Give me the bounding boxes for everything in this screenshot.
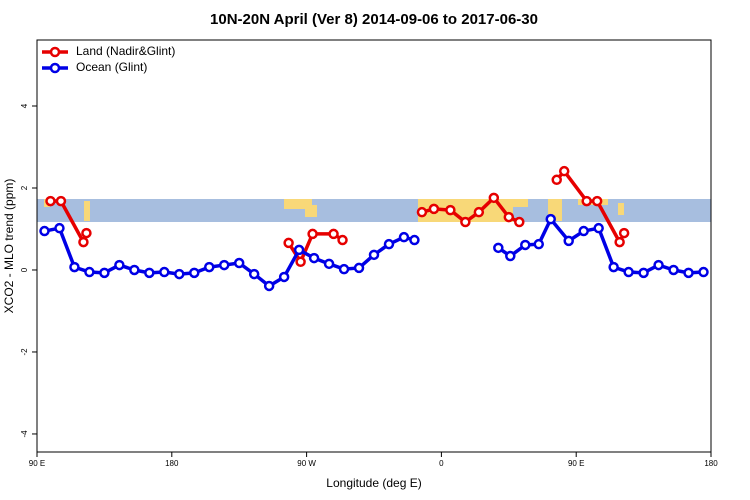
data-point xyxy=(683,267,694,279)
legend-label: Ocean (Glint) xyxy=(76,60,147,74)
y-tick-label: 4 xyxy=(20,103,29,108)
data-point xyxy=(45,195,56,207)
y-tick-label: -4 xyxy=(20,430,29,438)
data-point xyxy=(698,266,709,278)
legend-marker xyxy=(49,46,61,58)
x-tick-label: 90 E xyxy=(29,459,45,468)
land-patch xyxy=(513,199,528,207)
data-point xyxy=(129,264,140,276)
data-point xyxy=(69,261,80,273)
land-patch xyxy=(618,203,624,215)
data-point xyxy=(307,228,318,240)
data-point xyxy=(84,266,95,278)
data-point xyxy=(503,211,515,223)
data-point xyxy=(78,236,89,248)
land-patch xyxy=(418,199,513,222)
x-tick-label: 0 xyxy=(439,459,444,468)
data-point xyxy=(337,234,348,246)
data-point xyxy=(551,174,562,186)
legend-label: Land (Nadir&Glint) xyxy=(76,44,175,58)
data-point xyxy=(653,259,664,271)
x-tick-label: 90 W xyxy=(297,459,316,468)
chart-title: 10N-20N April (Ver 8) 2014-09-06 to 2017… xyxy=(210,11,538,28)
data-point xyxy=(416,206,428,218)
data-point xyxy=(99,267,110,279)
data-point xyxy=(638,267,649,279)
data-point xyxy=(174,268,185,280)
data-point xyxy=(278,271,290,283)
data-point xyxy=(338,263,350,275)
data-point xyxy=(409,234,420,246)
data-point xyxy=(618,227,630,239)
data-point xyxy=(558,165,570,177)
data-point xyxy=(545,213,556,225)
data-point xyxy=(563,235,574,247)
data-point xyxy=(398,231,410,243)
y-axis-label: XCO2 - MLO trend (ppm) xyxy=(2,179,16,314)
data-point xyxy=(283,237,294,249)
data-point xyxy=(514,216,525,228)
y-tick-label: 2 xyxy=(20,185,29,190)
data-point xyxy=(54,222,65,234)
data-point xyxy=(218,259,230,271)
data-point xyxy=(308,252,320,264)
land-patch xyxy=(305,205,317,217)
data-point xyxy=(293,244,305,256)
legend-marker xyxy=(49,62,61,74)
map-band xyxy=(37,199,711,222)
data-point xyxy=(614,236,625,248)
data-point xyxy=(591,195,603,207)
ocean-band xyxy=(37,199,711,222)
data-point xyxy=(383,238,395,250)
plot-frame xyxy=(36,39,712,453)
data-point xyxy=(114,259,125,271)
data-point xyxy=(368,249,380,261)
data-point xyxy=(295,256,306,268)
data-point xyxy=(233,257,245,269)
data-point xyxy=(323,258,335,270)
data-point xyxy=(520,239,531,251)
data-point xyxy=(493,242,504,254)
data-point xyxy=(428,203,440,215)
x-tick-label: 180 xyxy=(165,459,179,468)
data-point xyxy=(203,261,215,273)
data-point xyxy=(263,280,275,292)
data-point xyxy=(144,267,155,279)
data-point xyxy=(578,225,589,237)
land-patch xyxy=(284,199,312,209)
y-tick-label: -2 xyxy=(20,348,29,356)
data-point xyxy=(159,266,170,278)
data-point xyxy=(81,227,92,239)
data-point xyxy=(593,222,604,234)
data-point xyxy=(533,238,545,250)
y-tick-label: 0 xyxy=(20,267,29,272)
data-point xyxy=(460,216,471,228)
data-point xyxy=(581,195,592,207)
data-point xyxy=(189,267,200,279)
data-point xyxy=(353,262,365,274)
x-tick-label: 90 E xyxy=(568,459,584,468)
data-point xyxy=(488,192,500,204)
data-point xyxy=(328,228,339,240)
data-point xyxy=(668,264,679,276)
data-point xyxy=(39,225,50,237)
data-point xyxy=(445,204,456,216)
data-point xyxy=(248,268,260,280)
x-tick-label: 180 xyxy=(704,459,718,468)
data-point xyxy=(473,206,485,218)
x-axis-label: Longitude (deg E) xyxy=(326,476,421,490)
data-point xyxy=(505,250,516,262)
data-point xyxy=(55,195,67,207)
data-point xyxy=(623,266,634,278)
data-point xyxy=(608,261,619,273)
land-patch xyxy=(84,201,90,221)
